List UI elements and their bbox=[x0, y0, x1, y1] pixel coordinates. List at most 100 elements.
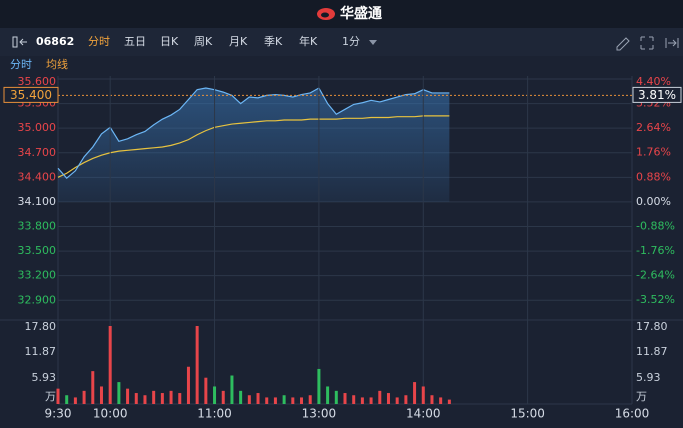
y-tick-label: 35.600 bbox=[18, 75, 57, 88]
volume-bar bbox=[273, 397, 277, 404]
y-tick-label: 34.400 bbox=[18, 170, 57, 183]
crosshair-price: 35.400 bbox=[10, 88, 52, 102]
volume-bar bbox=[413, 382, 417, 404]
logo-icon bbox=[317, 8, 335, 20]
price-line bbox=[57, 87, 450, 179]
toolbar bbox=[0, 28, 683, 56]
volume-bar bbox=[291, 397, 295, 404]
y2-tick-label: -2.64% bbox=[636, 269, 675, 282]
volume-bar bbox=[152, 390, 156, 404]
volume-bar bbox=[369, 397, 373, 404]
volume-bar bbox=[143, 395, 147, 404]
x-tick-label: 9:30 bbox=[45, 407, 72, 421]
y2-tick-label: 2.64% bbox=[636, 121, 671, 134]
volume-bar bbox=[404, 395, 408, 404]
volume-bar bbox=[230, 375, 234, 404]
y-tick-label: 33.200 bbox=[18, 269, 57, 282]
tab[interactable]: 季K bbox=[264, 35, 283, 48]
volume-bar bbox=[169, 390, 173, 404]
tab[interactable]: 日K bbox=[160, 35, 179, 48]
y2-tick-label: -0.88% bbox=[636, 219, 675, 232]
y2-tick-label: 4.40% bbox=[636, 75, 671, 88]
x-tick-label: 10:00 bbox=[93, 407, 128, 421]
avg-line bbox=[57, 115, 450, 178]
y-tick-label: 33.500 bbox=[18, 244, 57, 257]
logo-text: 华盛通 bbox=[340, 5, 382, 22]
volume-bar bbox=[317, 368, 321, 404]
volume-bar bbox=[73, 397, 77, 404]
legend-avg: 均线 bbox=[46, 57, 68, 71]
volume-bar bbox=[82, 390, 86, 404]
volume-bar bbox=[447, 399, 451, 404]
crosshair-box-right bbox=[632, 86, 682, 103]
y-tick-label: 32.900 bbox=[18, 293, 57, 306]
period-selector[interactable]: 1分 bbox=[342, 35, 360, 48]
volume-bar bbox=[282, 395, 286, 404]
volume-bar bbox=[326, 386, 330, 404]
tab[interactable]: 周K bbox=[194, 35, 213, 48]
volume-bar bbox=[247, 395, 251, 404]
price-area bbox=[58, 88, 450, 202]
tab[interactable]: 月K bbox=[229, 35, 248, 48]
stock-code: 06862 bbox=[36, 35, 74, 48]
tool-icons[interactable] bbox=[616, 36, 679, 51]
crosshair-change: 3.81% bbox=[638, 88, 676, 102]
volume-bar bbox=[439, 397, 443, 404]
volume-bar bbox=[360, 397, 364, 404]
x-tick-label: 13:00 bbox=[302, 407, 337, 421]
volume-bar bbox=[108, 326, 112, 404]
volume-bar bbox=[126, 388, 130, 404]
volume-bar bbox=[378, 390, 382, 404]
top-bar bbox=[0, 0, 683, 28]
volume-bar bbox=[395, 397, 399, 404]
volume-bar bbox=[352, 395, 356, 404]
volume-bar bbox=[56, 388, 60, 404]
volume-bar bbox=[91, 371, 95, 404]
dropdown-arrow[interactable] bbox=[369, 40, 377, 45]
tab[interactable]: 五日 bbox=[124, 35, 146, 48]
volume-bar bbox=[300, 397, 304, 404]
y2-tick-label: -1.76% bbox=[636, 244, 675, 257]
tab[interactable]: 年K bbox=[299, 34, 318, 48]
y-tick-label: 33.800 bbox=[18, 220, 57, 233]
volume-bar bbox=[308, 395, 312, 404]
volume-bar bbox=[204, 377, 208, 404]
volume-bar bbox=[386, 393, 390, 404]
vol-tick-label: 5.93 bbox=[32, 371, 57, 384]
vol-unit-right: 万 bbox=[636, 390, 647, 403]
volume-bar bbox=[178, 393, 182, 404]
vol-tick-label: 17.80 bbox=[25, 320, 57, 333]
volume-bar bbox=[239, 390, 243, 404]
vol-unit: 万 bbox=[45, 390, 56, 403]
x-tick-label: 16:00 bbox=[615, 407, 650, 421]
y2-tick-label: 0.88% bbox=[636, 170, 671, 183]
y2-tick-label: 0.00% bbox=[636, 195, 671, 208]
back-icon[interactable] bbox=[12, 36, 27, 48]
y-tick-label: 35.000 bbox=[18, 121, 57, 134]
vol-tick-label-right: 11.87 bbox=[636, 345, 668, 358]
y-tick-label: 34.700 bbox=[18, 146, 57, 159]
vol-tick-label: 11.87 bbox=[25, 345, 57, 358]
volume-bar bbox=[343, 393, 347, 404]
volume-bar bbox=[99, 386, 103, 404]
legend-price: 分时 bbox=[10, 58, 32, 71]
x-tick-label: 15:00 bbox=[510, 407, 545, 421]
volume-bar bbox=[117, 382, 121, 404]
tab[interactable]: 分时 bbox=[88, 35, 110, 48]
volume-bar bbox=[265, 397, 269, 404]
volume-bar bbox=[186, 366, 190, 404]
y2-tick-label: -3.52% bbox=[636, 293, 675, 306]
volume-bar bbox=[430, 395, 434, 404]
vol-tick-label-right: 5.93 bbox=[636, 371, 661, 384]
y2-tick-label: 1.76% bbox=[636, 146, 671, 159]
y-tick-label: 34.100 bbox=[18, 195, 57, 208]
x-tick-label: 14:00 bbox=[406, 407, 441, 421]
crosshair-box-left bbox=[3, 86, 59, 103]
volume-bar bbox=[134, 393, 138, 404]
volume-bar bbox=[256, 393, 260, 404]
volume-bar bbox=[160, 393, 164, 404]
volume-bar bbox=[195, 326, 199, 404]
volume-bar bbox=[221, 390, 225, 404]
vol-tick-label-right: 17.80 bbox=[636, 320, 668, 333]
